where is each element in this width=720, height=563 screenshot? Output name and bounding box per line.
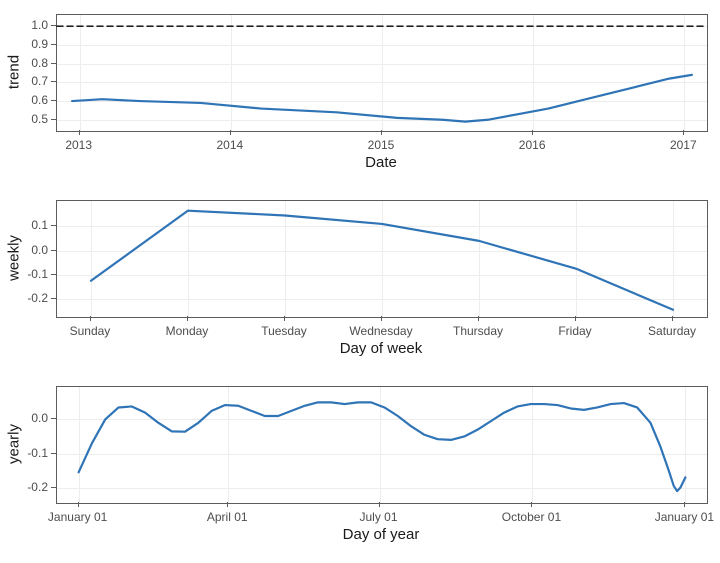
y-tick xyxy=(51,63,56,64)
y-tick-label: 0.0 xyxy=(31,243,48,257)
x-tick xyxy=(284,316,285,321)
x-tick xyxy=(379,502,380,507)
trend-x-axis-title: Date xyxy=(365,154,397,171)
y-tick-label: -0.1 xyxy=(27,446,48,460)
grid-line xyxy=(57,82,707,83)
x-tick xyxy=(381,130,382,135)
grid-line xyxy=(57,251,707,252)
yearly-y-axis-title: yearly xyxy=(6,424,23,464)
y-tick-label: 0.6 xyxy=(31,93,48,107)
x-tick-label: April 01 xyxy=(207,510,248,524)
x-tick xyxy=(79,130,80,135)
y-tick xyxy=(51,25,56,26)
x-tick xyxy=(672,316,673,321)
grid-line xyxy=(57,101,707,102)
x-tick-label: 2015 xyxy=(368,138,395,152)
weekly-panel xyxy=(56,200,708,318)
x-tick-label: Sunday xyxy=(70,324,111,338)
y-tick-label: 0.7 xyxy=(31,74,48,88)
grid-line xyxy=(57,26,707,27)
x-tick-label: Wednesday xyxy=(349,324,412,338)
x-tick xyxy=(227,502,228,507)
grid-line xyxy=(57,120,707,121)
grid-line xyxy=(57,299,707,300)
x-tick-label: Thursday xyxy=(453,324,503,338)
y-tick xyxy=(51,487,56,488)
y-tick xyxy=(51,44,56,45)
x-tick-label: Friday xyxy=(558,324,591,338)
weekly-y-axis-title: weekly xyxy=(6,235,23,281)
x-tick xyxy=(90,316,91,321)
series-line xyxy=(79,402,686,491)
x-tick xyxy=(78,502,79,507)
x-tick-label: Saturday xyxy=(648,324,696,338)
grid-line xyxy=(231,15,232,131)
y-tick xyxy=(51,418,56,419)
yearly-panel xyxy=(56,386,708,504)
grid-line xyxy=(57,226,707,227)
grid-line xyxy=(57,275,707,276)
y-tick xyxy=(51,453,56,454)
grid-line xyxy=(57,64,707,65)
grid-line xyxy=(57,454,707,455)
grid-line xyxy=(79,387,80,503)
x-tick-label: July 01 xyxy=(359,510,397,524)
y-tick-label: -0.2 xyxy=(27,291,48,305)
x-tick xyxy=(478,316,479,321)
x-tick xyxy=(531,502,532,507)
grid-line xyxy=(382,15,383,131)
y-tick xyxy=(51,81,56,82)
y-tick-label: 0.1 xyxy=(31,218,48,232)
grid-line xyxy=(380,387,381,503)
x-tick-label: Tuesday xyxy=(261,324,307,338)
x-tick xyxy=(381,316,382,321)
y-tick-label: 0.0 xyxy=(31,411,48,425)
yearly-x-axis-title: Day of year xyxy=(343,526,420,543)
x-tick xyxy=(575,316,576,321)
grid-line xyxy=(57,45,707,46)
weekly-x-axis-title: Day of week xyxy=(340,340,423,357)
grid-line xyxy=(684,15,685,131)
y-tick-label: 0.5 xyxy=(31,112,48,126)
grid-line xyxy=(228,387,229,503)
grid-line xyxy=(532,387,533,503)
y-tick-label: 1.0 xyxy=(31,18,48,32)
x-tick xyxy=(230,130,231,135)
x-tick xyxy=(187,316,188,321)
y-tick-label: -0.2 xyxy=(27,480,48,494)
x-tick-label: January 01 xyxy=(655,510,714,524)
y-tick xyxy=(51,225,56,226)
x-tick xyxy=(683,130,684,135)
y-tick xyxy=(51,298,56,299)
grid-line xyxy=(57,488,707,489)
y-tick xyxy=(51,250,56,251)
grid-line xyxy=(80,15,81,131)
y-tick-label: -0.1 xyxy=(27,267,48,281)
x-tick xyxy=(684,502,685,507)
y-tick-label: 0.9 xyxy=(31,37,48,51)
grid-line xyxy=(533,15,534,131)
x-tick-label: 2013 xyxy=(65,138,92,152)
y-tick xyxy=(51,100,56,101)
x-tick-label: 2017 xyxy=(670,138,697,152)
x-tick-label: October 01 xyxy=(502,510,561,524)
y-tick xyxy=(51,119,56,120)
x-tick xyxy=(532,130,533,135)
y-tick-label: 0.8 xyxy=(31,56,48,70)
trend-panel xyxy=(56,14,708,132)
x-tick-label: Monday xyxy=(166,324,209,338)
trend-y-axis-title: trend xyxy=(6,55,23,89)
x-tick-label: January 01 xyxy=(48,510,107,524)
yearly-series xyxy=(57,387,707,503)
x-tick-label: 2016 xyxy=(519,138,546,152)
decomposition-plot: { "canvas": { "width": 720, "height": 56… xyxy=(0,0,720,563)
y-tick xyxy=(51,274,56,275)
x-tick-label: 2014 xyxy=(216,138,243,152)
grid-line xyxy=(685,387,686,503)
grid-line xyxy=(57,419,707,420)
